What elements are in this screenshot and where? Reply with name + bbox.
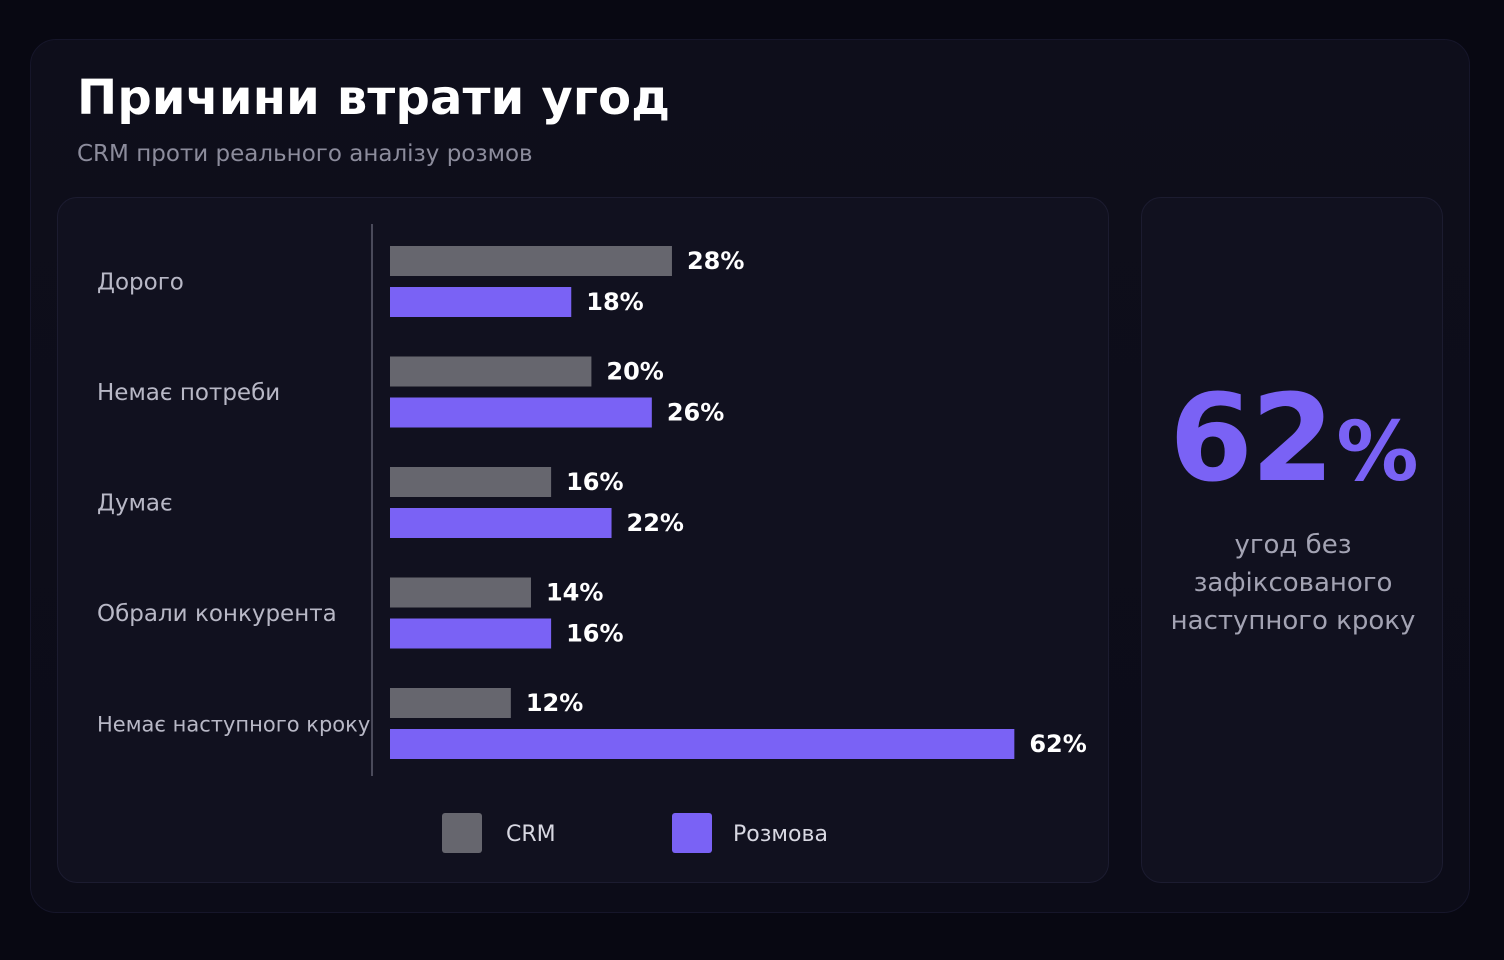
- value-label: 12%: [526, 689, 583, 717]
- conversation-bar: [390, 508, 612, 538]
- legend-label: Розмова: [733, 822, 828, 847]
- value-label: 18%: [586, 288, 643, 316]
- kpi-number: 62: [1169, 370, 1334, 509]
- category-label: Немає наступного кроку: [97, 713, 370, 737]
- page-title: Причини втрати угод: [77, 70, 671, 126]
- value-label: 16%: [566, 620, 623, 648]
- category-label: Обрали конкурента: [97, 601, 337, 627]
- kpi-panel: 62% угод без зафіксованого наступного кр…: [1141, 197, 1443, 883]
- crm-bar: [390, 688, 511, 718]
- legend-swatch-conversation: [672, 813, 712, 853]
- kpi-caption: угод без зафіксованого наступного кроку: [1152, 526, 1434, 640]
- category-label: Немає потреби: [97, 380, 280, 406]
- category-label: Дорого: [97, 270, 184, 296]
- kpi-caption-line: угод без: [1234, 530, 1352, 560]
- conversation-bar: [390, 287, 572, 317]
- crm-bar: [390, 577, 531, 608]
- value-label: 26%: [667, 399, 724, 427]
- value-label: 28%: [687, 247, 744, 275]
- conversation-bar: [390, 729, 1015, 759]
- crm-bar: [390, 246, 672, 276]
- kpi-caption-line: зафіксованого: [1193, 568, 1393, 598]
- report-card: Причини втрати угод CRM проти реального …: [30, 39, 1470, 913]
- page-subtitle: CRM проти реального аналізу розмов: [77, 141, 533, 167]
- kpi-caption-line: наступного кроку: [1170, 606, 1416, 636]
- value-label: 14%: [546, 579, 603, 607]
- crm-bar: [390, 467, 552, 497]
- value-label: 20%: [606, 358, 663, 386]
- category-label: Думає: [97, 491, 173, 517]
- value-label: 62%: [1029, 730, 1086, 758]
- kpi-unit: %: [1336, 405, 1418, 500]
- legend-label: CRM: [506, 822, 556, 847]
- chart-panel: Дорого 28% 18% Немає потреби 20% 26% Думає 16% 2…: [57, 197, 1109, 883]
- conversation-bar: [390, 618, 552, 649]
- value-label: 16%: [566, 468, 623, 496]
- legend-swatch-crm: [442, 813, 482, 853]
- conversation-bar: [390, 397, 652, 428]
- kpi-value: 62%: [1142, 370, 1444, 523]
- value-label: 22%: [627, 509, 684, 537]
- crm-bar: [390, 356, 592, 387]
